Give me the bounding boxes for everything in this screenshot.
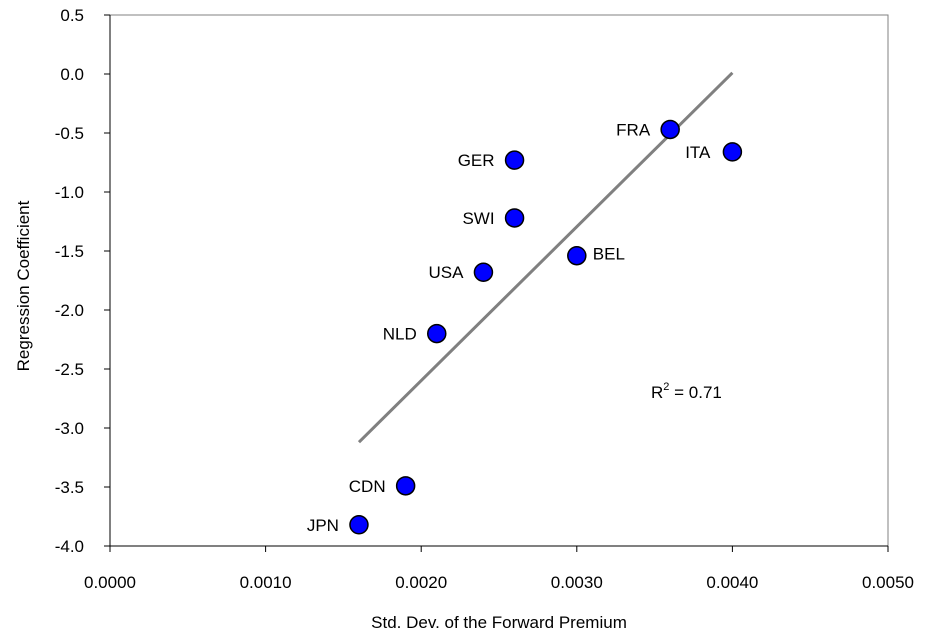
data-point-fra xyxy=(660,119,680,140)
x-tick-label: 0.0010 xyxy=(240,573,292,592)
point-label-usa: USA xyxy=(428,263,464,282)
data-point-ger xyxy=(504,150,525,170)
y-tick-label: -2.0 xyxy=(55,301,84,320)
data-point-usa xyxy=(473,262,494,282)
point-label-fra: FRA xyxy=(616,120,651,139)
data-point-jpn xyxy=(349,515,369,535)
x-axis-ticks: 0.0000 0.0010 0.0020 0.0030 0.0040 0.0050 xyxy=(84,546,914,592)
point-label-cdn: CDN xyxy=(349,477,386,496)
x-tick-label: 0.0000 xyxy=(84,573,136,592)
point-label-nld: NLD xyxy=(383,325,417,344)
data-point-cdn xyxy=(395,476,416,496)
r-squared-value: = 0.71 xyxy=(669,383,721,402)
point-label-ita: ITA xyxy=(685,143,711,162)
point-label-ger: GER xyxy=(458,151,495,170)
point-label-swi: SWI xyxy=(462,209,494,228)
plot-area xyxy=(109,14,889,547)
y-tick-label: -2.5 xyxy=(55,360,84,379)
y-tick-label: -1.0 xyxy=(55,183,84,202)
data-points: FRA ITA GER SWI BEL USA NLD CDN JPN xyxy=(307,119,743,535)
data-point-bel xyxy=(567,245,587,266)
data-point-ita xyxy=(722,142,743,162)
data-point-swi xyxy=(504,208,525,228)
point-label-bel: BEL xyxy=(593,245,625,264)
x-tick-label: 0.0050 xyxy=(862,573,914,592)
x-axis-title: Std. Dev. of the Forward Premium xyxy=(371,613,627,632)
x-tick-label: 0.0030 xyxy=(551,573,603,592)
y-tick-label: -4.0 xyxy=(55,537,84,556)
y-axis-ticks: 0.5 0.0 -0.5 -1.0 -1.5 -2.0 -2.5 -3.0 -3.5 -4.0 xyxy=(55,6,110,556)
r-squared-superscript: 2 xyxy=(663,381,669,393)
x-tick-label: 0.0020 xyxy=(395,573,447,592)
point-label-jpn: JPN xyxy=(307,516,339,535)
data-point-nld xyxy=(427,323,447,344)
y-tick-label: -0.5 xyxy=(55,124,84,143)
y-tick-label: -3.0 xyxy=(55,419,84,438)
y-axis-title: Regression Coefficient xyxy=(14,200,33,371)
r-squared-annotation: R2 = 0.71 xyxy=(651,381,722,402)
y-tick-label: 0.5 xyxy=(60,6,84,25)
y-tick-label: -1.5 xyxy=(55,242,84,261)
y-tick-label: 0.0 xyxy=(60,65,84,84)
r-squared-base: R xyxy=(651,383,663,402)
x-tick-label: 0.0040 xyxy=(706,573,758,592)
y-tick-label: -3.5 xyxy=(55,478,84,497)
